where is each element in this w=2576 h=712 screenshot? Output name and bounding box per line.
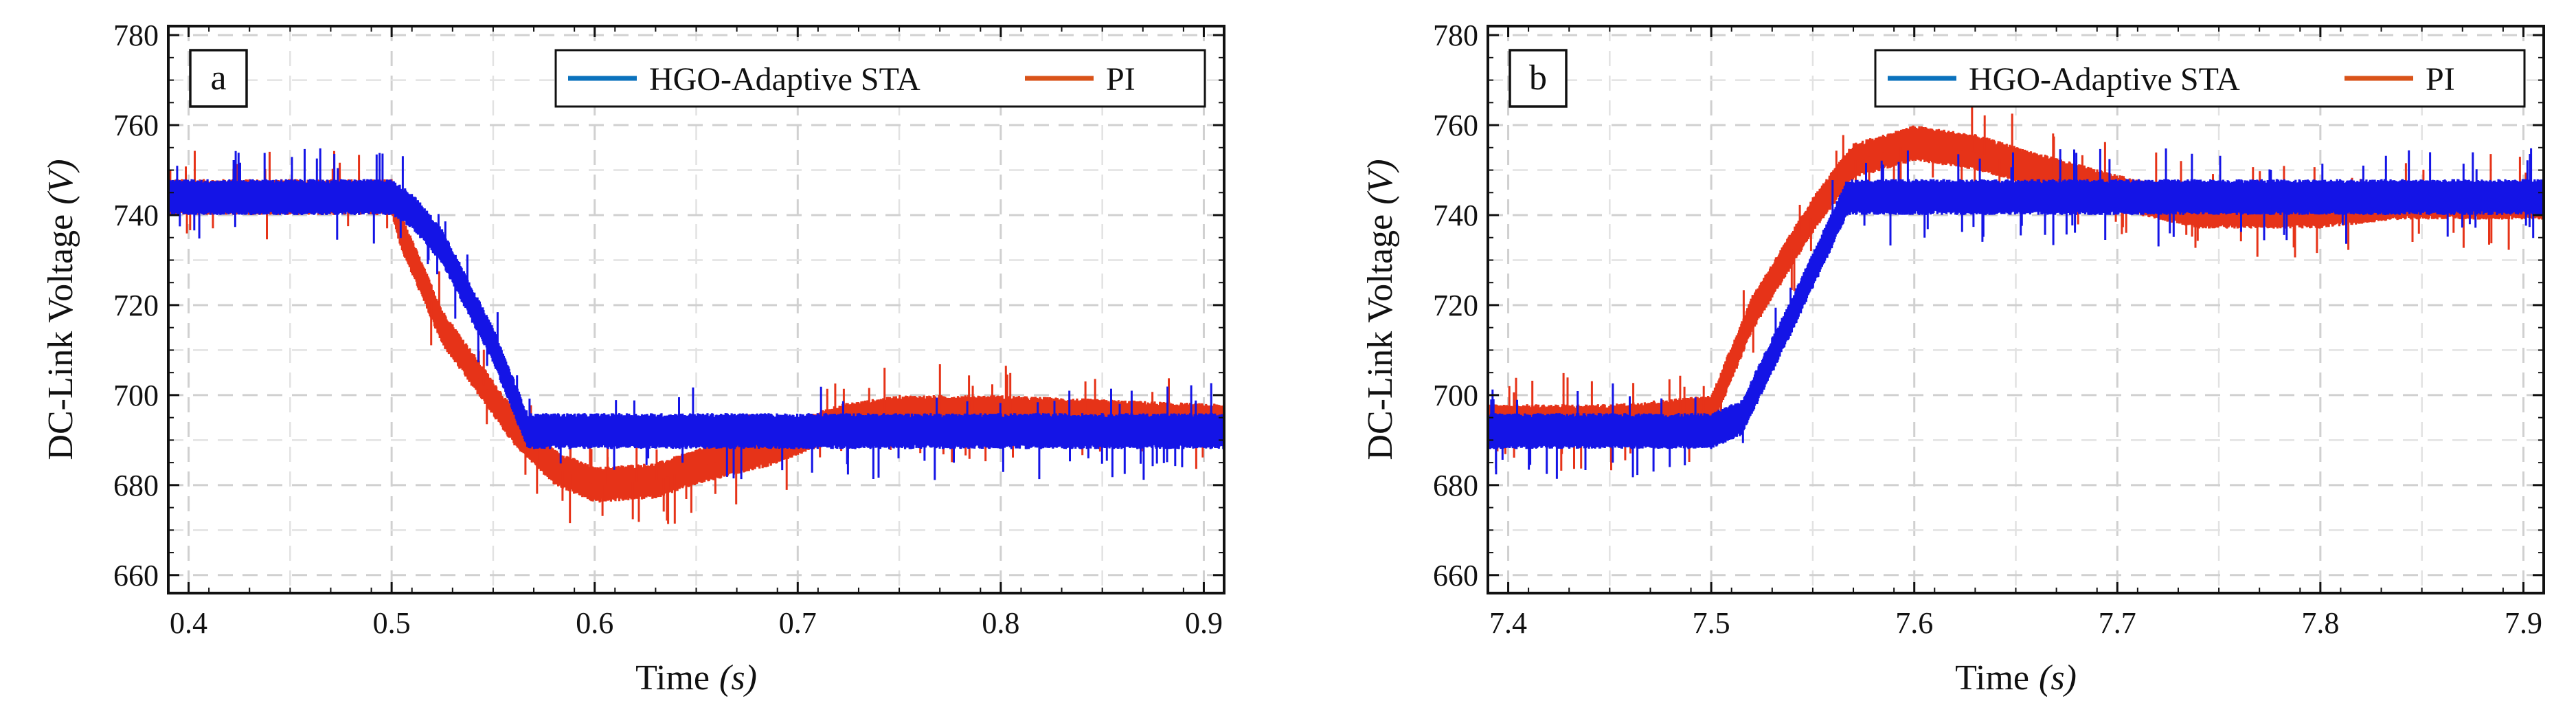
legend-frame <box>554 49 1206 108</box>
x-axis-title-text: Time <box>1955 658 2029 698</box>
panel-label-frame <box>189 49 248 108</box>
y-tick-label: 660 <box>1433 559 1478 592</box>
y-tick-label: 700 <box>113 379 159 412</box>
y-tick-label: 740 <box>113 199 159 232</box>
series-hgo-adaptive-sta <box>1488 148 2544 479</box>
x-tick-label: 7.5 <box>1693 606 1730 640</box>
x-axis: 0.4 0.5 0.6 0.7 0.8 0.9 <box>168 26 1225 640</box>
x-tick-label: 0.5 <box>373 606 411 640</box>
y-axis: 660 680 700 720 740 760 780 <box>113 19 1224 592</box>
x-tick-label: 0.4 <box>170 606 207 640</box>
y-tick-label: 720 <box>1433 289 1478 322</box>
y-tick-label: 660 <box>113 559 159 592</box>
series-hgo-adaptive-sta <box>168 148 1224 480</box>
legend-label-1: PI <box>2426 61 2455 98</box>
chart-panel-a: 0.4 0.5 0.6 0.7 0.8 0.9 660 680 700 720 740 760 780 T… <box>41 19 1225 698</box>
y-axis-title-text: DC-Link Voltage <box>1361 214 1400 460</box>
y-tick-label: 680 <box>1433 469 1478 502</box>
x-tick-label: 7.8 <box>2301 606 2339 640</box>
x-axis-title: Time (s) <box>635 658 757 698</box>
y-tick-label: 720 <box>113 289 159 322</box>
x-tick-label: 7.4 <box>1489 606 1527 640</box>
y-axis-title: DC-Link Voltage (V) <box>41 159 80 460</box>
y-axis: 660 680 700 720 740 760 780 <box>1433 19 2544 592</box>
y-axis-title: DC-Link Voltage (V) <box>1361 159 1400 460</box>
x-tick-label: 7.7 <box>2099 606 2136 640</box>
legend-label-0: HGO-Adaptive STA <box>649 61 920 98</box>
series-ripple-band <box>168 179 1224 449</box>
y-tick-label: 780 <box>1433 19 1478 52</box>
series-ripple-band <box>1488 179 2544 449</box>
legend-frame <box>1874 49 2526 108</box>
y-tick-label: 680 <box>113 469 159 502</box>
y-axis-title-unit: (V) <box>41 159 80 204</box>
legend-label-0: HGO-Adaptive STA <box>1969 61 2240 98</box>
x-tick-label: 0.8 <box>982 606 1019 640</box>
y-axis-title-unit: (V) <box>1361 159 1400 204</box>
x-tick-label: 7.6 <box>1895 606 1933 640</box>
y-tick-label: 760 <box>1433 109 1478 142</box>
panel-label: a <box>210 58 226 98</box>
legend-label-1: PI <box>1106 61 1136 98</box>
y-tick-label: 760 <box>113 109 159 142</box>
panel-label: b <box>1529 58 1547 98</box>
series-ripple-spikes <box>176 148 1212 480</box>
x-axis-title-text: Time <box>635 658 710 698</box>
x-tick-label: 0.9 <box>1185 606 1223 640</box>
legend: HGO-Adaptive STA PI <box>554 49 1206 108</box>
y-axis-title-text: DC-Link Voltage <box>41 214 80 460</box>
panel-label-frame <box>1509 49 1568 108</box>
chart-panel-b: 7.4 7.5 7.6 7.7 7.8 7.9 660 680 700 720 740 760 780 T… <box>1361 19 2545 698</box>
series-ripple-spikes <box>1490 148 2535 479</box>
y-tick-label: 700 <box>1433 379 1478 412</box>
x-tick-label: 0.6 <box>576 606 613 640</box>
panel-label-box: a <box>189 49 248 108</box>
x-tick-label: 0.7 <box>779 606 817 640</box>
y-tick-label: 740 <box>1433 199 1478 232</box>
x-axis: 7.4 7.5 7.6 7.7 7.8 7.9 <box>1487 26 2544 640</box>
panel-label-box: b <box>1509 49 1568 108</box>
y-tick-label: 780 <box>113 19 159 52</box>
x-axis-title-unit: (s) <box>2039 658 2077 698</box>
legend: HGO-Adaptive STA PI <box>1874 49 2526 108</box>
x-axis-title: Time (s) <box>1955 658 2077 698</box>
x-tick-label: 7.9 <box>2505 606 2542 640</box>
x-axis-title-unit: (s) <box>719 658 757 698</box>
